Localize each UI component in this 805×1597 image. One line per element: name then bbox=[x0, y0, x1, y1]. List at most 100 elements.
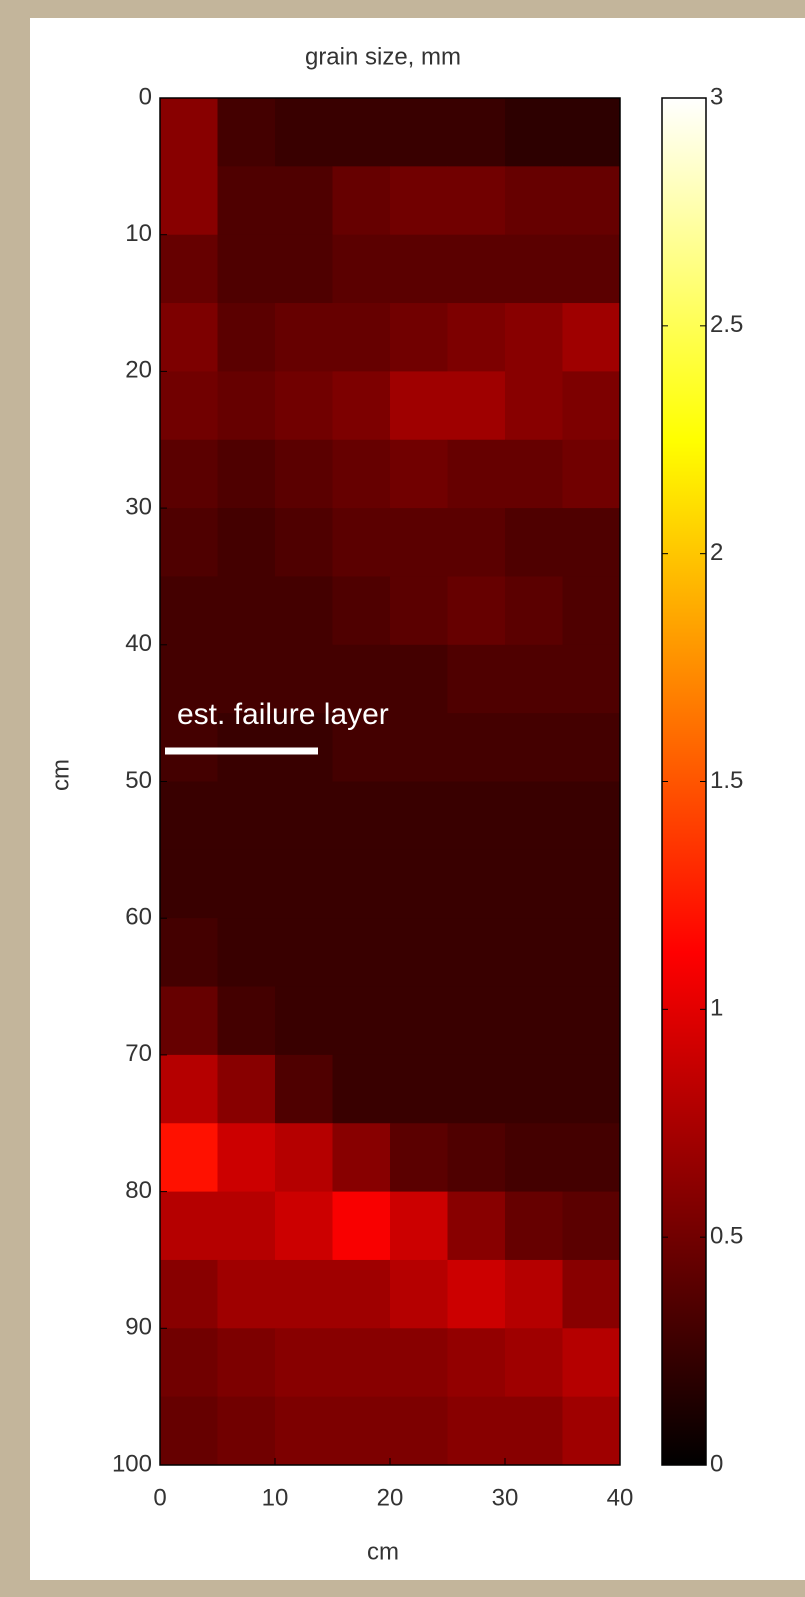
heat-cell bbox=[447, 234, 506, 304]
heat-cell bbox=[447, 986, 506, 1056]
heat-cell bbox=[332, 713, 391, 782]
x-tick-label: 40 bbox=[607, 1484, 634, 1511]
y-tick-label: 20 bbox=[125, 357, 152, 384]
heat-cell bbox=[505, 98, 563, 167]
heat-cell bbox=[447, 1396, 506, 1466]
heat-cell bbox=[217, 918, 276, 988]
heat-cell bbox=[390, 1396, 448, 1466]
y-axis-label: cm bbox=[47, 759, 74, 791]
heat-cell bbox=[275, 849, 333, 919]
heat-cell bbox=[160, 576, 218, 646]
heat-cell bbox=[390, 849, 448, 919]
heat-cell bbox=[332, 98, 391, 167]
heat-cell bbox=[332, 1259, 391, 1329]
heat-cell bbox=[217, 166, 276, 236]
heat-cell bbox=[505, 303, 563, 372]
colorbar-tick-label: 1 bbox=[710, 995, 723, 1022]
heat-cell bbox=[275, 234, 333, 304]
colorbar bbox=[661, 97, 707, 1466]
heat-cell bbox=[505, 1054, 563, 1124]
heat-cell bbox=[217, 1396, 276, 1466]
heat-cell bbox=[562, 1328, 621, 1398]
heat-cell bbox=[505, 234, 563, 304]
heat-cell bbox=[562, 234, 621, 304]
heat-cell bbox=[217, 508, 276, 577]
x-tick-label: 30 bbox=[492, 1484, 519, 1511]
heat-cell bbox=[390, 713, 448, 782]
heat-cell bbox=[160, 166, 218, 236]
heat-cell bbox=[562, 1191, 621, 1261]
x-tick-label: 10 bbox=[262, 1484, 289, 1511]
heat-cell bbox=[332, 439, 391, 509]
heat-cell bbox=[275, 781, 333, 851]
heat-cell bbox=[447, 166, 506, 236]
heat-cell bbox=[332, 371, 391, 441]
heat-cell bbox=[562, 713, 621, 782]
heat-cell bbox=[390, 1191, 448, 1261]
x-tick-label: 20 bbox=[377, 1484, 404, 1511]
heat-cell bbox=[160, 986, 218, 1056]
heat-cell bbox=[562, 986, 621, 1056]
heat-cell bbox=[217, 1328, 276, 1398]
heat-cell bbox=[332, 986, 391, 1056]
heat-cell bbox=[447, 1054, 506, 1124]
heat-cell bbox=[390, 234, 448, 304]
heat-cell bbox=[275, 1259, 333, 1329]
heat-cell bbox=[390, 1259, 448, 1329]
heat-cell bbox=[505, 508, 563, 577]
heat-cell bbox=[275, 1054, 333, 1124]
heat-cell bbox=[160, 371, 218, 441]
heat-cell bbox=[217, 371, 276, 441]
heat-cell bbox=[160, 1191, 218, 1261]
heat-cell bbox=[562, 98, 621, 167]
heat-cell bbox=[275, 576, 333, 646]
y-tick-label: 80 bbox=[125, 1177, 152, 1204]
heat-cell bbox=[505, 576, 563, 646]
x-tick-label: 0 bbox=[153, 1484, 166, 1511]
heat-cell bbox=[562, 508, 621, 577]
heat-cell bbox=[562, 371, 621, 441]
heat-cell bbox=[217, 303, 276, 372]
heat-cell bbox=[390, 166, 448, 236]
heat-cell bbox=[505, 918, 563, 988]
heat-cell bbox=[447, 918, 506, 988]
heat-cell bbox=[390, 918, 448, 988]
heat-cell bbox=[332, 1396, 391, 1466]
heatmap bbox=[160, 98, 621, 1466]
y-tick-label: 60 bbox=[125, 904, 152, 931]
colorbar-tick-label: 0 bbox=[710, 1450, 723, 1477]
heat-cell bbox=[390, 98, 448, 167]
heat-cell bbox=[562, 781, 621, 851]
heat-cell bbox=[332, 576, 391, 646]
heat-cell bbox=[390, 303, 448, 372]
heat-cell bbox=[275, 439, 333, 509]
heat-cell bbox=[505, 371, 563, 441]
heat-cell bbox=[505, 781, 563, 851]
heat-cell bbox=[332, 781, 391, 851]
heat-cell bbox=[160, 1328, 218, 1398]
heat-cell bbox=[275, 1191, 333, 1261]
heat-cell bbox=[562, 1259, 621, 1329]
heat-cell bbox=[390, 508, 448, 577]
heat-cell bbox=[217, 1123, 276, 1193]
heat-cell bbox=[447, 576, 506, 646]
heat-cell bbox=[332, 166, 391, 236]
y-tick-label: 40 bbox=[125, 630, 152, 657]
heat-cell bbox=[217, 1191, 276, 1261]
heat-cell bbox=[447, 1259, 506, 1329]
heat-cell bbox=[160, 849, 218, 919]
heat-cell bbox=[275, 371, 333, 441]
heat-cell bbox=[160, 439, 218, 509]
heat-cell bbox=[275, 918, 333, 988]
heat-cell bbox=[275, 986, 333, 1056]
heat-cell bbox=[160, 918, 218, 988]
heat-cell bbox=[562, 303, 621, 372]
heat-cell bbox=[505, 644, 563, 714]
heat-cell bbox=[332, 1054, 391, 1124]
heat-cell bbox=[217, 234, 276, 304]
heat-cell bbox=[390, 1054, 448, 1124]
heat-cell bbox=[332, 849, 391, 919]
heat-cell bbox=[332, 1191, 391, 1261]
colorbar-tick-label: 1.5 bbox=[710, 767, 743, 794]
